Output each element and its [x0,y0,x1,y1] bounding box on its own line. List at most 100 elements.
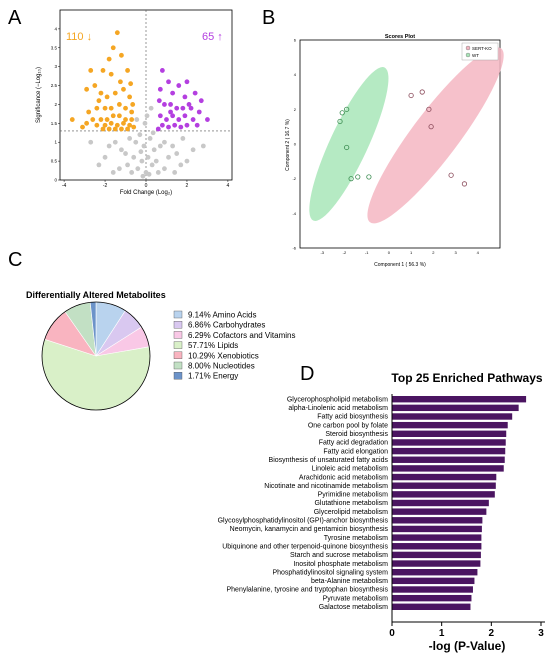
volcano-point-down [84,120,90,126]
volcano-point-down [121,120,126,126]
volcano-point-nonsig [142,120,148,126]
bar-x-tick-label: 1 [439,628,445,639]
pie-legend-swatch [173,321,183,329]
bar-category-label: Glutathione metabolism [314,500,388,507]
volcano-x-tick-label: 0 [145,183,148,189]
volcano-point-down [88,68,94,73]
volcano-point-up [155,126,161,132]
volcano-point-nonsig [129,170,135,175]
volcano-point-down [100,126,106,132]
volcano-point-down [114,122,120,128]
volcano-point-up [159,68,165,73]
volcano-point-down [69,117,75,122]
volcano-point-up [176,117,182,122]
bar-category-label: Neomycin, kanamycin and gentamicin biosy… [230,526,389,533]
volcano-x-tick-label: -4 [62,183,67,189]
volcano-point-nonsig [116,166,122,172]
volcano-point-down [131,124,137,130]
volcano-point-nonsig [144,113,150,119]
pie-legend-swatch [173,331,183,339]
volcano-point-down [123,117,128,122]
pie-legend-label: 6.29% Cofactors and Vitamins [188,331,295,340]
volcano-point-up [186,102,192,107]
bar-category-label: Starch and sucrose metabolism [290,552,388,559]
volcano-point-up [157,113,163,119]
volcano-point-down [121,86,126,92]
legend-sert-ko-marker [465,45,471,51]
volcano-point-down [108,105,114,111]
volcano-point-nonsig [106,143,112,149]
volcano-point-up [168,102,173,107]
volcano-point-nonsig [102,154,108,160]
volcano-point-up [162,102,167,107]
volcano-point-down [108,120,114,126]
volcano-x-tick-label: 4 [227,183,230,189]
bar [392,543,482,550]
volcano-point-down [125,68,130,73]
bar-category-label: Pyruvate metabolism [323,595,389,602]
bar-category-label: beta-Alanine metabolism [311,578,388,585]
bar [392,421,508,429]
pie-chart: Differentially Altered Metabolites 9.14%… [26,290,295,411]
volcano-point-down [86,109,92,115]
scores-frame [299,39,501,249]
scores-x-tick-label: 1 [410,250,413,255]
volcano-point-nonsig [178,162,184,168]
bar-category-label: Phosphatidylinositol signaling system [272,569,388,576]
volcano-point-nonsig [134,117,140,122]
volcano-point-down [92,83,98,88]
pie-outline [41,301,151,411]
volcano-point-up [192,90,198,96]
bar-category-label: Glycerophospholipid metabolism [287,396,388,403]
bar-category-label: alpha-Linolenic acid metabolism [288,405,388,412]
pie-legend-label: 6.86% Carbohydrates [188,321,265,330]
volcano-point-nonsig [149,162,155,168]
bar [392,517,483,524]
volcano-point-down [84,86,90,92]
scores-point-sert_ko [461,181,468,187]
scores-point-wt [337,118,343,125]
volcano-point-nonsig [125,162,130,168]
scores-title: Scores Plot [385,34,415,40]
volcano-point-down [96,98,102,104]
pie-legend-label: 57.71% Lipids [188,341,238,350]
scores-point-wt [344,144,350,151]
volcano-point-up [166,124,171,130]
scores-x-tick-label: -3 [320,250,324,255]
volcano-point-nonsig [150,130,156,136]
volcano-x-tick-label: 2 [186,183,189,189]
scores-point-wt [348,176,354,182]
scores-ellipse-wt [309,67,389,221]
volcano-x-tick-label: -2 [103,183,108,189]
bar-category-label: Phenylalanine, tyrosine and tryptophan b… [227,587,389,594]
volcano-point-down [94,122,100,128]
volcano-point-nonsig [166,154,171,160]
volcano-point-nonsig [174,151,180,156]
bar-category-label: Galactose metabolism [319,604,388,611]
bar [392,534,482,541]
legend-wt-marker [465,52,471,58]
volcano-point-nonsig [184,158,190,164]
volcano-point-down [119,52,124,58]
volcano-point-down [129,109,135,115]
scores-x-tick-label: 3 [454,250,457,255]
panel-label-d: D [300,363,314,385]
volcano-point-up [182,113,188,119]
bar-category-label: Fatty acid elongation [323,448,388,455]
volcano-point-nonsig [123,151,128,156]
volcano-point-up [180,105,186,111]
pie-legend-swatch [173,310,183,319]
bar-category-label: Linoleic acid metabolism [312,466,388,473]
bar [392,413,513,420]
volcano-point-nonsig [151,147,157,153]
volcano-point-up [174,105,180,111]
pie-legend-label: 8.00% Nucleotides [188,362,255,371]
volcano-point-down [104,117,110,122]
volcano-point-nonsig [170,143,176,149]
pie-legend-swatch [173,361,183,370]
scores-point-wt [344,106,350,112]
volcano-down-count: 110 ↓ [66,31,92,43]
scores-point-sert_ko [428,124,434,130]
pie-legend-label: 1.71% Energy [188,372,238,381]
